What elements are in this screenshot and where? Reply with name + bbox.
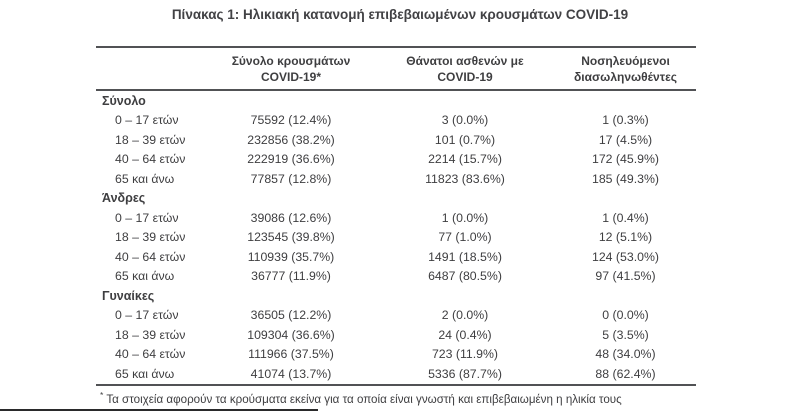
table-row: 65 και άνω 41074 (13.7%) 5336 (87.7%) 88 (6… (96, 364, 696, 384)
cases-value: 39086 (12.6%) (250, 210, 332, 225)
age-label: 18 – 39 ετών (115, 230, 186, 245)
table-row: 65 και άνω 77857 (12.8%) 11823 (83.6%) 185 … (96, 169, 696, 189)
intubated-value: 12 (5.1%) (598, 230, 653, 245)
cases-value: 75592 (12.4%) (250, 113, 332, 128)
header-total-cases-line2: COVID-19* (260, 70, 322, 84)
deaths-value: 2 (0.0%) (441, 308, 489, 323)
deaths-value: 5336 (87.7%) (428, 366, 502, 381)
age-label: 40 – 64 ετών (115, 249, 186, 264)
age-label: 18 – 39 ετών (115, 132, 186, 147)
deaths-value: 723 (11.9%) (431, 347, 499, 362)
deaths-value: 77 (1.0%) (438, 230, 492, 245)
section-header-row: Άνδρες (96, 189, 696, 209)
page-title: Πίνακας 1: Ηλικιακή κατανομή επιβεβαιωμέ… (171, 7, 629, 22)
table-row: 0 – 17 ετών 39086 (12.6%) 1 (0.0%) 1 (0.4%) (96, 208, 696, 228)
header-deaths-line2: COVID-19 (437, 70, 493, 84)
deaths-value: 1 (0.0%) (441, 210, 489, 225)
table-header-row: Σύνολο κρουσμάτων COVID-19* Θάνατοι ασθε… (96, 46, 696, 91)
age-label: 40 – 64 ετών (115, 347, 186, 362)
cases-value: 123545 (39.8%) (247, 230, 335, 245)
age-label: 18 – 39 ετών (115, 327, 186, 342)
intubated-value: 1 (0.3%) (602, 113, 649, 128)
header-total-cases-line1: Σύνολο κρουσμάτων (231, 54, 351, 68)
intubated-value: 88 (62.4%) (595, 366, 656, 381)
deaths-value: 3 (0.0%) (441, 113, 489, 128)
table-row: 18 – 39 ετών 109304 (36.6%) 24 (0.4%) 5 (3.… (96, 325, 696, 345)
covid-age-table: Σύνολο κρουσμάτων COVID-19* Θάνατοι ασθε… (96, 46, 696, 405)
table-row: 0 – 17 ετών 36505 (12.2%) 2 (0.0%) 0 (0.0%) (96, 306, 696, 326)
table-row: 18 – 39 ετών 232856 (38.2%) 101 (0.7%) 17 (… (96, 130, 696, 150)
section-header-row: Σύνολο (96, 91, 696, 111)
deaths-value: 6487 (80.5%) (428, 269, 502, 284)
cases-value: 77857 (12.8%) (250, 171, 332, 186)
deaths-value: 101 (0.7%) (434, 132, 496, 147)
deaths-value: 11823 (83.6%) (425, 171, 505, 186)
intubated-value: 97 (41.5%) (595, 269, 656, 284)
table-row: 40 – 64 ετών 110939 (35.7%) 1491 (18.5%) 12… (96, 247, 696, 267)
deaths-value: 24 (0.4%) (438, 327, 492, 342)
cases-value: 36505 (12.2%) (250, 308, 332, 323)
footnote-text: Τα στοιχεία αφορούν τα κρούσματα εκείνα … (106, 392, 622, 406)
section-name: Σύνολο (102, 93, 146, 108)
section-name: Γυναίκες (102, 288, 155, 303)
cases-value: 111966 (37.5%) (248, 347, 334, 362)
age-label: 0 – 17 ετών (115, 308, 179, 323)
age-label: 0 – 17 ετών (115, 113, 179, 128)
intubated-value: 1 (0.4%) (602, 210, 649, 225)
intubated-value: 5 (3.5%) (602, 327, 649, 342)
header-intubated: Νοσηλευόμενοι διασωληνωθέντες (555, 53, 696, 84)
cases-value: 109304 (36.6%) (247, 327, 335, 342)
table-footnote: * Τα στοιχεία αφορούν τα κρούσματα εκείν… (100, 390, 696, 406)
table-row: 65 και άνω 36777 (11.9%) 6487 (80.5%) 97 (4… (96, 267, 696, 287)
deaths-value: 2214 (15.7%) (428, 152, 502, 167)
table-row: 40 – 64 ετών 222919 (36.6%) 2214 (15.7%) 17… (96, 150, 696, 170)
intubated-value: 172 (45.9%) (592, 152, 659, 167)
table-row: 0 – 17 ετών 75592 (12.4%) 3 (0.0%) 1 (0.3%) (96, 111, 696, 131)
table-row: 40 – 64 ετών 111966 (37.5%) 723 (11.9%) 48 … (96, 345, 696, 365)
header-intubated-line1: Νοσηλευόμενοι (581, 54, 670, 68)
cases-value: 232856 (38.2%) (247, 132, 335, 147)
footnote-asterisk: * (100, 389, 104, 400)
cases-value: 36777 (11.9%) (251, 269, 331, 284)
intubated-value: 124 (53.0%) (592, 249, 659, 264)
age-label: 65 και άνω (115, 269, 175, 284)
age-label: 40 – 64 ετών (115, 152, 186, 167)
section-name: Άνδρες (102, 191, 146, 206)
intubated-value: 48 (34.0%) (595, 347, 656, 362)
table-body: Σύνολο 0 – 17 ετών 75592 (12.4%) 3 (0.0%) 1 … (96, 91, 696, 386)
header-deaths: Θάνατοι ασθενών με COVID-19 (375, 53, 555, 84)
age-label: 65 και άνω (115, 171, 175, 186)
header-intubated-line2: διασωληνωθέντες (573, 70, 677, 84)
age-label: 0 – 17 ετών (115, 210, 179, 225)
header-deaths-line1: Θάνατοι ασθενών με (406, 54, 524, 68)
deaths-value: 1491 (18.5%) (428, 249, 502, 264)
intubated-value: 17 (4.5%) (598, 132, 653, 147)
header-empty-cell (96, 53, 207, 83)
section-header-row: Γυναίκες (96, 286, 696, 306)
table-row: 18 – 39 ετών 123545 (39.8%) 77 (1.0%) 12 (5… (96, 228, 696, 248)
cases-value: 222919 (36.6%) (247, 152, 335, 167)
age-label: 65 και άνω (115, 366, 175, 381)
header-total-cases: Σύνολο κρουσμάτων COVID-19* (207, 53, 375, 84)
intubated-value: 0 (0.0%) (602, 308, 649, 323)
cases-value: 110939 (35.7%) (247, 249, 335, 264)
bottom-partial-rule (0, 409, 318, 411)
intubated-value: 185 (49.3%) (592, 171, 659, 186)
cases-value: 41074 (13.7%) (250, 366, 332, 381)
